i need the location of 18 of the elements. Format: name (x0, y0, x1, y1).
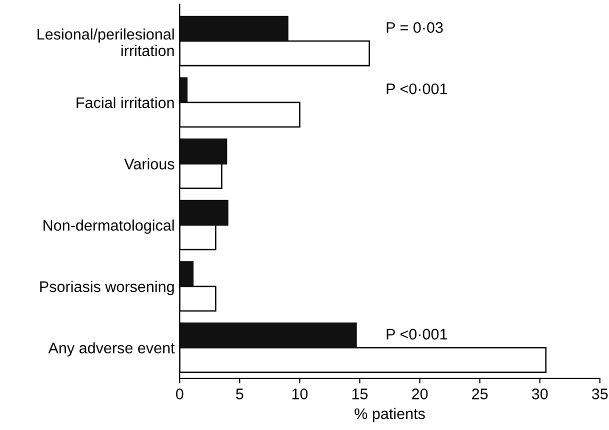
x-tick-label: 5 (236, 388, 244, 400)
x-tick-label: 20 (412, 388, 428, 400)
x-tick-label: 25 (472, 388, 488, 400)
y-tick-label: Various (124, 158, 174, 170)
x-tick-label: 10 (292, 388, 308, 400)
x-tick-label: 30 (532, 388, 548, 400)
y-tick-label: Psoriasis worsening (40, 280, 174, 296)
y-tick-label: Any adverse event (48, 342, 175, 356)
x-tick-label: 15 (352, 388, 368, 400)
annotation: P = 0·03 (386, 22, 443, 33)
annotation: P <0·001 (386, 328, 447, 340)
y-tick-label: Facial irritation (76, 96, 174, 108)
x-tick-label: 0 (176, 388, 184, 400)
x-tick-label: 35 (592, 388, 608, 400)
x-axis-title: % patients (354, 408, 425, 422)
y-tick-label: Lesional/perilesional irritation (38, 28, 174, 56)
y-tick-label: Non-dermatological (44, 220, 174, 234)
annotation: P <0·001 (386, 83, 447, 94)
